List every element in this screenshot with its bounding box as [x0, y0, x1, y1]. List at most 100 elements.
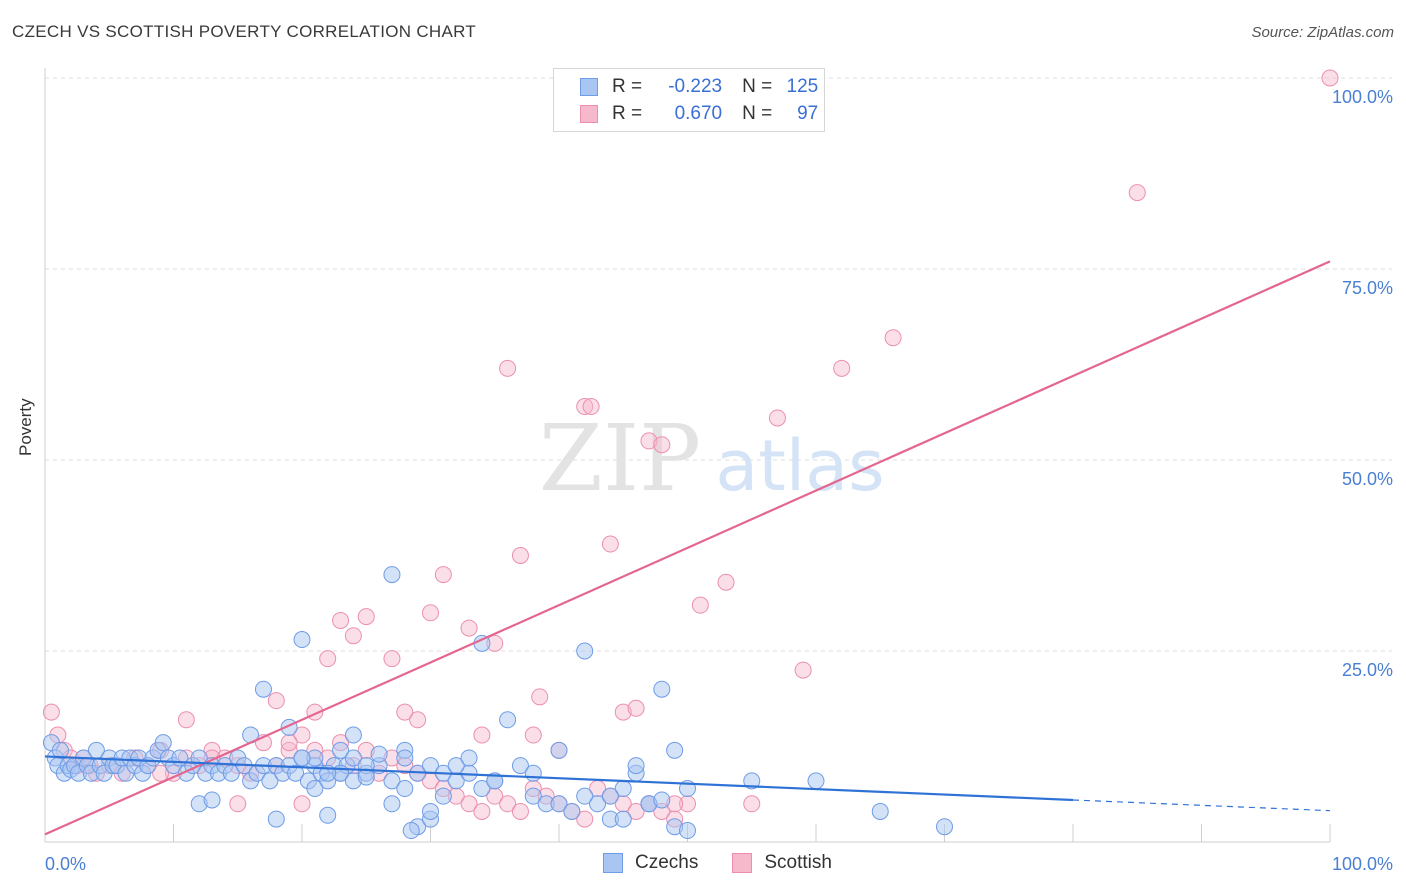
r-label: R =	[612, 103, 643, 124]
czechs-point	[460, 749, 478, 767]
czechs-point	[743, 772, 761, 790]
n-label: N =	[742, 103, 773, 124]
scottish-trend-line	[44, 260, 1331, 836]
czechs-point	[396, 749, 414, 767]
scottish-point	[511, 802, 529, 820]
source-label: Source: ZipAtlas.com	[1251, 24, 1394, 41]
scottish-point	[576, 810, 594, 828]
legend-item-scottish[interactable]: Scottish	[732, 852, 832, 874]
czechs-point	[370, 745, 388, 763]
czechs-point	[332, 741, 350, 759]
czechs-swatch	[603, 853, 623, 873]
czechs-point	[614, 810, 632, 828]
watermark-atlas: atlas	[715, 425, 884, 507]
czechs-point	[679, 822, 696, 840]
n-value: 125	[786, 76, 819, 97]
x-tick-label: 0.0%	[45, 854, 86, 874]
czechs-point	[261, 772, 279, 790]
czechs-point	[511, 757, 529, 775]
n-value: 97	[797, 103, 819, 124]
scottish-point	[653, 436, 671, 454]
scottish-point	[177, 711, 195, 729]
legend-label-scottish: Scottish	[764, 852, 832, 873]
czechs-trend-extension	[1072, 799, 1331, 812]
czechs-point	[254, 680, 272, 698]
czechs-point	[936, 818, 953, 836]
y-tick-label: 75.0%	[1342, 278, 1393, 298]
czechs-point	[601, 787, 619, 805]
scottish-point	[42, 703, 60, 721]
czechs-point	[653, 680, 671, 698]
scottish-point	[409, 711, 427, 729]
scottish-point	[473, 726, 491, 744]
scottish-point	[884, 329, 902, 347]
y-tick-label: 100.0%	[1332, 87, 1393, 107]
czechs-point	[807, 772, 825, 790]
czechs-point	[627, 757, 645, 775]
czechs-point	[319, 806, 337, 824]
scottish-point	[422, 604, 439, 622]
czechs-point	[396, 780, 414, 798]
chart-title: CZECH VS SCOTTISH POVERTY CORRELATION CH…	[12, 22, 477, 41]
czechs-point	[357, 768, 375, 786]
scottish-point	[627, 699, 645, 717]
czechs-point	[287, 764, 305, 782]
czechs-point	[422, 802, 439, 820]
czechs-point	[154, 734, 172, 752]
czechs-point	[550, 795, 568, 813]
legend-item-czechs[interactable]: Czechs	[603, 852, 698, 874]
czechs-point	[499, 711, 517, 729]
correlation-legend: R = -0.223 N = 125 R = 0.670 N = 97	[553, 68, 825, 132]
czechs-point	[473, 780, 491, 798]
czechs-point	[293, 631, 311, 649]
scottish-point	[768, 409, 786, 427]
grid	[45, 77, 1392, 652]
legend-label-czechs: Czechs	[635, 852, 699, 873]
czechs-point	[267, 810, 285, 828]
scottish-point	[473, 802, 491, 820]
scottish-point	[267, 692, 285, 710]
scottish-point	[383, 650, 401, 668]
scottish-point	[794, 661, 812, 679]
scottish-point	[717, 573, 735, 591]
scottish-point	[357, 608, 375, 626]
czechs-point	[550, 741, 568, 759]
scottish-point	[396, 703, 414, 721]
scottish-point	[1321, 69, 1339, 87]
trend-lines	[44, 260, 1331, 836]
scottish-point	[627, 802, 645, 820]
scottish-point	[833, 359, 851, 377]
czechs-point	[589, 795, 607, 813]
scottish-point	[640, 432, 658, 450]
r-label: R =	[612, 76, 643, 97]
czechs-point	[383, 772, 401, 790]
czechs-point	[576, 787, 594, 805]
czechs-point	[51, 741, 69, 759]
tick-labels: 25.0% 50.0% 75.0% 100.0% 0.0% 100.0%	[45, 87, 1393, 874]
scottish-point	[499, 795, 517, 813]
scottish-point	[1128, 184, 1146, 202]
czechs-point	[383, 795, 401, 813]
scottish-point	[344, 627, 362, 645]
czechs-point	[383, 566, 401, 584]
czechs-point	[871, 802, 889, 820]
czechs-point	[524, 764, 542, 782]
scottish-point	[319, 650, 337, 668]
czechs-point	[576, 642, 594, 660]
legend-row-scottish: R = 0.670 N = 97	[580, 102, 818, 126]
scottish-point	[499, 359, 517, 377]
x-tick-label: 100.0%	[1332, 854, 1393, 874]
czechs-trend-line	[44, 755, 1074, 802]
scottish-point	[434, 566, 452, 584]
czechs-point	[344, 749, 362, 767]
y-axis-label: Poverty	[16, 398, 35, 456]
scottish-point	[293, 726, 311, 744]
legend-row-czechs: R = -0.223 N = 125	[580, 75, 818, 99]
r-value: 0.670	[674, 103, 723, 124]
scottish-point	[460, 795, 478, 813]
czechs-point	[563, 802, 581, 820]
czechs-point	[434, 787, 452, 805]
axes	[44, 68, 1331, 843]
scottish-point	[280, 734, 298, 752]
